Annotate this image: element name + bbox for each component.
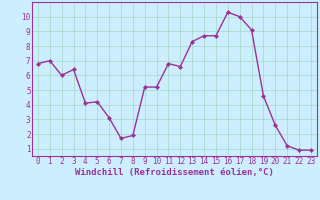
X-axis label: Windchill (Refroidissement éolien,°C): Windchill (Refroidissement éolien,°C)	[75, 168, 274, 177]
